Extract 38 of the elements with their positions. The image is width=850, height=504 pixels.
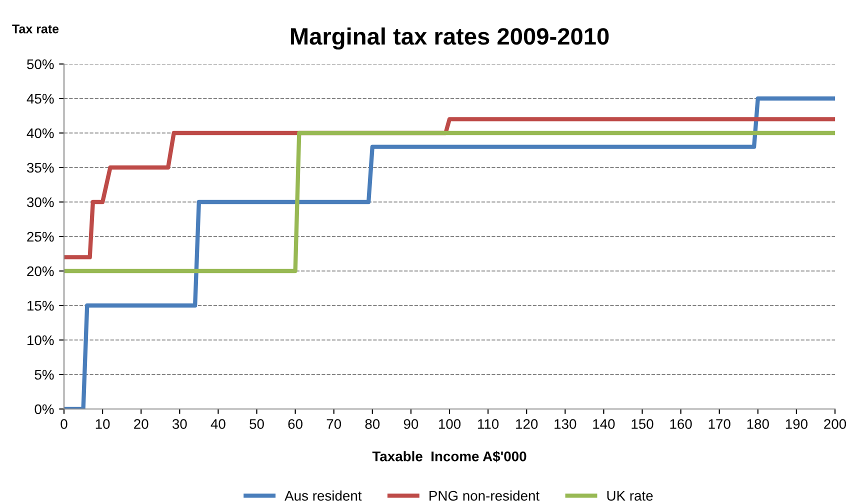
y-axis-title: Tax rate [12,24,59,34]
x-tick-label: 110 [478,419,499,429]
x-tick-label: 130 [554,419,576,429]
x-tick-label: 70 [326,419,342,429]
legend-label: Aus resident [284,490,362,501]
x-tick-label: 60 [288,419,302,429]
legend-label: PNG non-resident [430,490,540,501]
x-tick-label: 100 [438,419,461,429]
chart-title: Marginal tax rates 2009-2010 [290,27,609,50]
legend-label: UK rate [607,491,653,501]
y-tick-label: 10% [28,335,54,346]
x-tick-label: 30 [172,419,187,429]
x-tick-label: 50 [250,419,264,429]
x-tick-label: 200 [824,419,846,429]
x-tick-label: 170 [708,419,730,429]
y-tick-label: 40% [26,128,54,138]
y-tick-label: 20% [27,266,54,276]
x-tick-label: 10 [96,419,110,429]
x-tick-label: 120 [516,419,538,429]
x-tick-label: 40 [210,419,226,429]
y-tick-label: 25% [27,232,54,242]
y-tick-label: 15% [28,300,54,311]
x-tick-label: 150 [632,419,654,429]
x-tick-label: 180 [747,419,769,429]
y-tick-label: 5% [34,370,54,380]
x-tick-label: 0 [60,419,68,429]
y-tick-label: 35% [27,162,54,173]
y-tick-label: 45% [26,94,54,104]
y-tick-label: 0% [34,404,54,414]
x-tick-label: 80 [365,419,380,429]
x-tick-label: 140 [593,419,615,429]
x-tick-label: 20 [134,419,148,429]
y-tick-label: 50% [27,59,54,70]
x-tick-label: 90 [404,419,418,429]
x-tick-label: 160 [670,419,692,429]
x-axis-title: Taxable Income A$'000 [372,450,526,462]
x-tick-label: 190 [786,419,808,429]
y-tick-label: 30% [27,197,54,208]
